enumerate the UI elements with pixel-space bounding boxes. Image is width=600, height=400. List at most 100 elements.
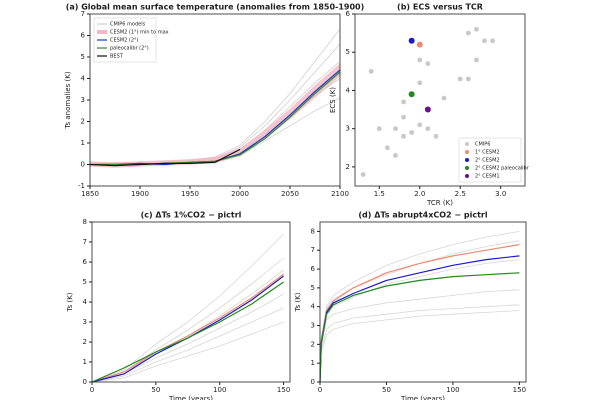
- scatter-point: [424, 106, 431, 113]
- scatter-point: [401, 133, 406, 139]
- scatter-point: [393, 126, 398, 132]
- panel-title: (d) ΔTs abrupt4xCO2 − pictrl: [358, 211, 487, 220]
- x-tick-label: 100: [213, 386, 226, 394]
- scatter-point: [408, 91, 415, 98]
- scatter-point: [457, 76, 463, 82]
- x-tick-label: 2000: [231, 190, 249, 198]
- x-tick-label: 0: [318, 386, 322, 394]
- x-tick-label: 2.5: [455, 190, 466, 198]
- x-tick-label: 1.5: [374, 190, 385, 198]
- x-tick-label: 0: [90, 386, 94, 394]
- y-tick-label: 6: [81, 32, 86, 40]
- model-line: [91, 257, 284, 383]
- y-tick-label: 1: [83, 358, 87, 366]
- x-tick-label: 3.0: [495, 190, 506, 198]
- series-line: [319, 244, 520, 383]
- plot-frame: [91, 221, 291, 383]
- model-line: [319, 259, 520, 383]
- y-tick-label: 4: [346, 86, 351, 94]
- x-tick-label: 50: [151, 386, 160, 394]
- y-axis-label: ECS (K): [329, 87, 337, 113]
- y-tick-label: 5: [311, 284, 315, 292]
- x-tick-label: 1850: [81, 190, 99, 198]
- scatter-point: [401, 99, 406, 105]
- series-line: [91, 281, 284, 383]
- legend-label: 2° CESM2: [475, 158, 500, 164]
- series-line: [319, 272, 520, 383]
- series-line: [91, 273, 284, 383]
- legend-swatch: [465, 158, 469, 162]
- y-tick-label: 1: [81, 139, 85, 147]
- scatter-point: [425, 61, 431, 67]
- model-line: [319, 304, 520, 383]
- y-axis-label: Ts (K): [294, 292, 302, 312]
- y-axis-label: Ts anomalies (K): [64, 71, 72, 129]
- y-tick-label: 3: [83, 318, 87, 326]
- scatter-point: [416, 41, 423, 48]
- y-tick-label: 3: [346, 125, 350, 133]
- y-tick-label: 2: [83, 338, 87, 346]
- y-tick-label: 0: [83, 378, 87, 386]
- y-tick-label: 4: [311, 303, 316, 311]
- legend-label: 1° CESM2: [475, 150, 500, 156]
- y-tick-label: 4: [83, 298, 88, 306]
- legend-label: 2° CESM2 paleocalibr: [475, 166, 530, 172]
- y-tick-label: 2: [346, 163, 350, 171]
- model-line: [91, 233, 284, 383]
- y-tick-label: 8: [311, 227, 315, 235]
- scatter-point: [417, 122, 423, 128]
- legend-swatch: [465, 174, 469, 178]
- panel-title: (a) Global mean surface temperature (ano…: [66, 3, 365, 12]
- y-tick-label: 0: [311, 378, 315, 386]
- y-tick-label: 5: [83, 278, 87, 286]
- legend-box: [458, 137, 522, 183]
- x-axis-label: Time (years): [168, 395, 213, 400]
- scatter-point: [482, 38, 487, 44]
- y-tick-label: 5: [81, 53, 85, 61]
- legend-label: CMIP6 models: [110, 22, 146, 28]
- scatter-point: [425, 126, 431, 132]
- scatter-point: [417, 80, 423, 86]
- scatter-point: [384, 145, 390, 151]
- legend-swatch: [97, 30, 107, 34]
- y-tick-label: 7: [311, 246, 315, 254]
- y-tick-label: 8: [83, 218, 87, 226]
- series-line: [89, 148, 241, 167]
- y-tick-label: 7: [83, 238, 87, 246]
- scatter-point: [393, 153, 398, 158]
- model-line: [319, 240, 520, 383]
- y-axis-label: Ts (K): [66, 292, 74, 312]
- y-tick-label: 7: [81, 10, 85, 18]
- y-tick-label: 4: [81, 75, 86, 83]
- model-line: [90, 78, 341, 165]
- y-tick-label: 6: [346, 10, 351, 18]
- x-tick-label: 150: [513, 386, 526, 394]
- y-tick-label: 3: [81, 96, 85, 104]
- scatter-point: [433, 133, 439, 139]
- scatter-point: [474, 57, 479, 63]
- scatter-point: [408, 37, 415, 44]
- scatter-point: [368, 68, 374, 74]
- x-tick-label: 1900: [131, 190, 149, 198]
- scatter-point: [441, 95, 447, 101]
- y-tick-label: 5: [346, 48, 350, 56]
- legend-label: BEST: [110, 54, 124, 60]
- x-axis-label: TCR (K): [426, 199, 453, 207]
- x-tick-label: 2100: [331, 190, 349, 198]
- y-tick-label: 3: [311, 322, 315, 330]
- legend-label: CESM2 (2°): [110, 38, 139, 44]
- x-tick-label: 100: [446, 386, 459, 394]
- y-tick-label: 1: [311, 359, 315, 367]
- legend-swatch: [465, 150, 469, 154]
- legend-label: CMIP6: [475, 142, 490, 148]
- x-tick-label: 150: [277, 386, 290, 394]
- y-tick-label: 6: [83, 258, 88, 266]
- range-band: [90, 63, 340, 168]
- scatter-point: [490, 38, 496, 44]
- model-line: [319, 310, 520, 383]
- model-line: [319, 289, 520, 383]
- legend-label: paleocalibr (2°): [110, 46, 149, 52]
- legend-label: CESM2 (1°) min to max: [110, 30, 169, 36]
- legend-swatch: [465, 166, 469, 170]
